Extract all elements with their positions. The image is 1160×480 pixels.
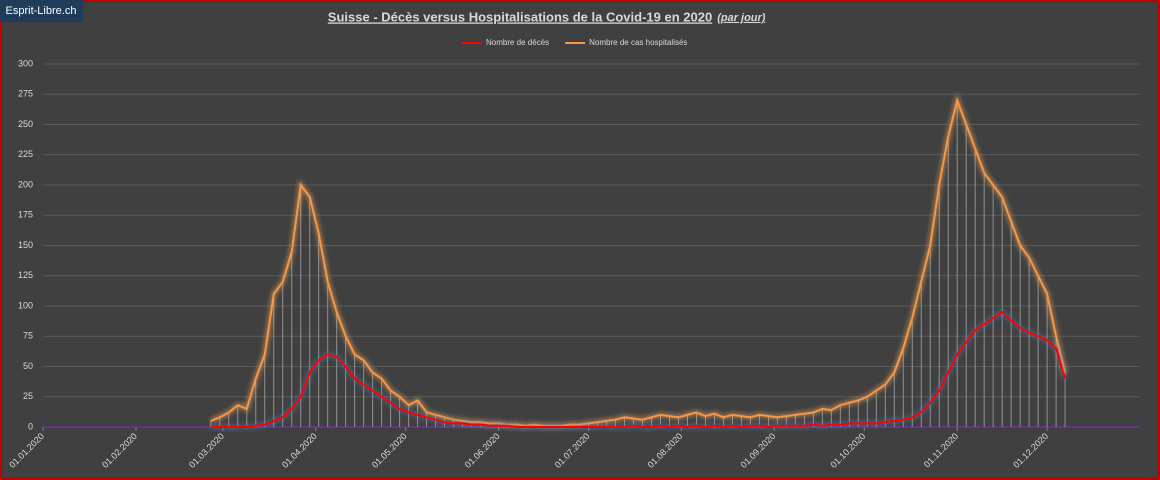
chart-title: Suisse - Décès versus Hospitalisations d… — [328, 9, 712, 24]
series-line — [210, 310, 1067, 429]
watermark-box — [0, 0, 83, 22]
legend-label: Nombre de cas hospitalisés — [589, 38, 687, 47]
y-tick-label: 175 — [18, 210, 33, 220]
legend-label: Nombre de décès — [486, 38, 549, 47]
y-tick-label: 0 — [28, 421, 33, 431]
chart-subtitle: (par jour) — [717, 12, 766, 24]
y-tick-label: 200 — [18, 179, 33, 189]
y-tick-label: 300 — [18, 58, 33, 68]
y-tick-label: 275 — [18, 89, 33, 99]
watermark: Esprit-Libre.ch — [6, 5, 77, 17]
y-tick-label: 25 — [23, 391, 33, 401]
y-tick-label: 75 — [23, 331, 33, 341]
y-tick-label: 225 — [18, 149, 33, 159]
y-tick-label: 50 — [23, 361, 33, 371]
y-tick-label: 150 — [18, 240, 33, 250]
y-tick-label: 250 — [18, 119, 33, 129]
y-tick-label: 100 — [18, 300, 33, 310]
y-tick-label: 125 — [18, 270, 33, 280]
series-line — [210, 96, 1067, 427]
